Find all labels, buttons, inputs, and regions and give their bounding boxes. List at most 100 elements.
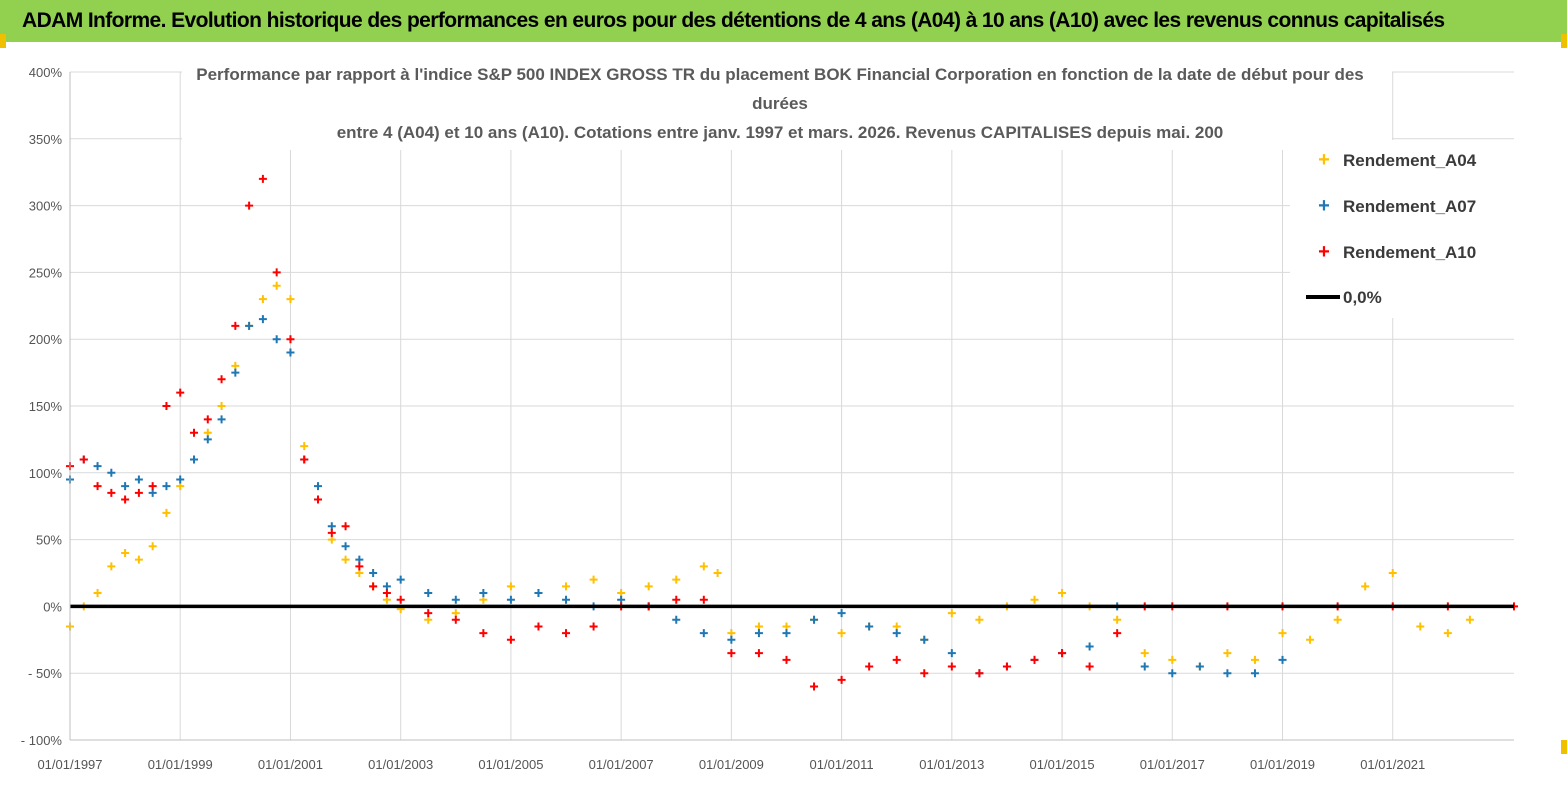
point-rendement_a10 <box>1058 649 1067 658</box>
point-rendement_a04 <box>506 582 515 591</box>
point-rendement_a10 <box>134 488 143 497</box>
x-tick-label: 01/01/2011 <box>810 757 874 772</box>
point-rendement_a07 <box>272 335 281 344</box>
point-rendement_a07 <box>617 595 626 604</box>
y-tick-label: - 100% <box>21 733 63 748</box>
point-rendement_a04 <box>258 295 267 304</box>
point-rendement_a10 <box>782 655 791 664</box>
legend-label-a04: Rendement_A04 <box>1343 151 1477 170</box>
point-rendement_a04 <box>286 295 295 304</box>
point-rendement_a07 <box>892 629 901 638</box>
series-rendement_a07 <box>66 315 1287 678</box>
point-rendement_a07 <box>865 622 874 631</box>
point-rendement_a10 <box>424 609 433 618</box>
point-rendement_a04 <box>134 555 143 564</box>
corner-mark-top-left <box>0 34 6 48</box>
point-rendement_a07 <box>506 595 515 604</box>
point-rendement_a04 <box>562 582 571 591</box>
chart-title-line-3: entre 4 (A04) et 10 ans (A10). Cotations… <box>337 123 1224 142</box>
point-rendement_a07 <box>327 522 336 531</box>
point-rendement_a10 <box>865 662 874 671</box>
point-rendement_a10 <box>837 675 846 684</box>
x-tick-label: 01/01/2021 <box>1360 757 1425 772</box>
point-rendement_a04 <box>1168 655 1177 664</box>
point-rendement_a04 <box>644 582 653 591</box>
point-rendement_a07 <box>369 569 378 577</box>
point-rendement_a04 <box>1058 589 1067 598</box>
point-rendement_a04 <box>727 629 736 638</box>
point-rendement_a07 <box>947 649 956 658</box>
point-rendement_a04 <box>93 589 102 598</box>
point-rendement_a07 <box>1140 662 1149 671</box>
point-rendement_a04 <box>782 622 791 631</box>
point-rendement_a04 <box>1443 629 1452 638</box>
point-rendement_a04 <box>176 482 185 491</box>
point-rendement_a07 <box>341 542 350 551</box>
corner-mark-bottom-right <box>1561 740 1567 754</box>
point-rendement_a07 <box>920 635 929 644</box>
point-rendement_a04 <box>1388 569 1397 577</box>
x-tick-label: 01/01/2003 <box>368 757 433 772</box>
point-rendement_a07 <box>837 609 846 618</box>
point-rendement_a10 <box>1030 655 1039 664</box>
point-rendement_a04 <box>355 569 364 577</box>
point-rendement_a04 <box>892 622 901 631</box>
point-rendement_a10 <box>947 662 956 671</box>
point-rendement_a10 <box>672 595 681 604</box>
point-rendement_a04 <box>272 281 281 290</box>
point-rendement_a04 <box>617 589 626 598</box>
corner-mark-top-right <box>1561 34 1567 48</box>
point-rendement_a04 <box>672 575 681 584</box>
point-rendement_a07 <box>1195 662 1204 671</box>
point-rendement_a07 <box>245 321 254 330</box>
x-tick-label: 01/01/2005 <box>478 757 543 772</box>
point-rendement_a10 <box>93 482 102 491</box>
point-rendement_a10 <box>975 669 984 678</box>
legend-marker-a07: + <box>1318 195 1330 217</box>
point-rendement_a07 <box>1085 642 1094 651</box>
x-tick-label: 01/01/2013 <box>919 757 984 772</box>
point-rendement_a10 <box>1085 662 1094 671</box>
point-rendement_a10 <box>341 522 350 531</box>
point-rendement_a10 <box>727 649 736 658</box>
point-rendement_a07 <box>754 629 763 638</box>
point-rendement_a07 <box>451 595 460 604</box>
point-rendement_a10 <box>107 488 116 497</box>
point-rendement_a04 <box>1030 595 1039 604</box>
chart-title-line-1: Performance par rapport à l'indice S&P 5… <box>196 65 1364 84</box>
point-rendement_a10 <box>396 595 405 604</box>
point-rendement_a07 <box>727 635 736 644</box>
point-rendement_a04 <box>754 622 763 631</box>
y-tick-label: 200% <box>29 332 63 347</box>
point-rendement_a07 <box>699 629 708 638</box>
point-rendement_a10 <box>699 595 708 604</box>
legend-marker-a10: + <box>1318 241 1330 263</box>
point-rendement_a10 <box>121 495 130 504</box>
point-rendement_a04 <box>1113 615 1122 624</box>
point-rendement_a04 <box>341 555 350 564</box>
point-rendement_a07 <box>203 435 212 444</box>
x-tick-label: 01/01/2009 <box>699 757 764 772</box>
point-rendement_a04 <box>1306 635 1315 644</box>
point-rendement_a07 <box>396 575 405 584</box>
legend-marker-a04: + <box>1318 149 1330 171</box>
point-rendement_a10 <box>479 629 488 638</box>
x-tick-label: 01/01/1997 <box>37 757 102 772</box>
legend: + Rendement_A04 + Rendement_A07 + Rendem… <box>1290 140 1515 318</box>
y-tick-label: 150% <box>29 399 63 414</box>
point-rendement_a10 <box>314 495 323 504</box>
point-rendement_a10 <box>272 268 281 277</box>
point-rendement_a07 <box>134 475 143 484</box>
point-rendement_a07 <box>672 615 681 624</box>
point-rendement_a04 <box>947 609 956 618</box>
point-rendement_a10 <box>79 455 88 464</box>
point-rendement_a07 <box>810 615 819 624</box>
point-rendement_a04 <box>1223 649 1232 658</box>
y-tick-label: 0% <box>43 599 62 614</box>
point-rendement_a04 <box>300 442 309 451</box>
point-rendement_a10 <box>327 528 336 537</box>
y-tick-label: - 50% <box>28 666 62 681</box>
point-rendement_a07 <box>148 488 157 497</box>
point-rendement_a07 <box>107 468 116 477</box>
legend-label-a10: Rendement_A10 <box>1343 243 1476 262</box>
